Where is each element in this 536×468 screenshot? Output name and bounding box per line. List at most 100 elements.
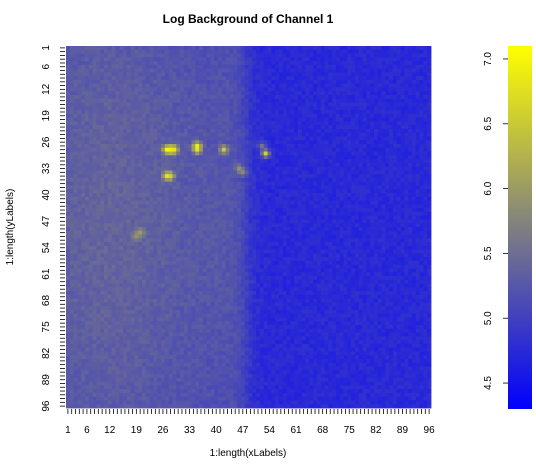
heatmap-cell bbox=[415, 200, 420, 205]
heatmap-cell bbox=[149, 181, 154, 186]
heatmap-cell bbox=[252, 238, 257, 243]
heatmap-cell bbox=[423, 98, 428, 103]
heatmap-cell bbox=[358, 91, 363, 96]
heatmap-cell bbox=[290, 147, 295, 152]
heatmap-cell bbox=[328, 185, 333, 190]
heatmap-cell bbox=[119, 113, 124, 119]
heatmap-cell bbox=[339, 79, 344, 85]
heatmap-cell bbox=[267, 155, 272, 160]
heatmap-cell bbox=[339, 147, 344, 152]
heatmap-cell bbox=[339, 159, 344, 164]
heatmap-cell bbox=[218, 215, 223, 220]
heatmap-cell bbox=[305, 211, 310, 217]
heatmap-cell bbox=[214, 208, 219, 213]
heatmap-cell bbox=[187, 227, 192, 232]
heatmap-cell bbox=[385, 61, 390, 66]
heatmap-cell bbox=[229, 76, 234, 81]
heatmap-cell bbox=[297, 204, 303, 209]
heatmap-cell bbox=[366, 76, 371, 81]
heatmap-cell bbox=[339, 102, 344, 107]
heatmap-cell bbox=[77, 83, 82, 88]
heatmap-cell bbox=[396, 177, 401, 183]
heatmap-cell bbox=[385, 49, 390, 54]
heatmap-cell bbox=[290, 185, 295, 190]
heatmap-cell bbox=[263, 95, 268, 100]
heatmap-cell bbox=[396, 76, 401, 81]
heatmap-cell bbox=[404, 140, 409, 145]
heatmap-cell bbox=[263, 204, 268, 209]
heatmap-cell bbox=[191, 106, 196, 111]
heatmap-cell bbox=[123, 110, 128, 115]
heatmap-cell bbox=[263, 136, 268, 141]
heatmap-cell bbox=[176, 219, 181, 224]
heatmap-cell bbox=[286, 162, 291, 168]
heatmap-cell bbox=[77, 106, 82, 111]
heatmap-cell bbox=[252, 215, 257, 220]
heatmap-cell bbox=[271, 57, 276, 62]
heatmap-cell bbox=[183, 57, 189, 62]
heatmap-cell bbox=[335, 132, 341, 137]
heatmap-cell bbox=[142, 83, 147, 88]
heatmap-cell bbox=[419, 57, 424, 62]
heatmap-cell bbox=[256, 196, 261, 201]
heatmap-cell bbox=[419, 189, 424, 194]
heatmap-cell bbox=[324, 128, 329, 134]
heatmap-cell bbox=[335, 95, 341, 100]
heatmap-cell bbox=[335, 219, 341, 224]
heatmap-cell bbox=[415, 136, 420, 141]
heatmap-cell bbox=[339, 49, 344, 54]
heatmap-cell bbox=[328, 72, 333, 77]
heatmap-cell bbox=[313, 53, 318, 58]
heatmap-cell bbox=[104, 128, 109, 134]
heatmap-cell bbox=[259, 132, 265, 137]
heatmap-cell bbox=[377, 144, 382, 149]
heatmap-cell bbox=[252, 57, 257, 62]
heatmap-cell bbox=[73, 132, 78, 137]
heatmap-cell bbox=[297, 177, 303, 183]
heatmap-cell bbox=[142, 68, 147, 73]
heatmap-cell bbox=[111, 234, 116, 239]
heatmap-cell bbox=[377, 211, 382, 217]
heatmap-cell bbox=[92, 181, 97, 186]
heatmap-cell bbox=[305, 106, 310, 111]
heatmap-cell bbox=[240, 196, 246, 201]
heatmap-cell bbox=[275, 49, 280, 54]
heatmap-cell bbox=[206, 46, 211, 51]
heatmap-cell bbox=[96, 193, 101, 198]
heatmap-cell bbox=[77, 87, 82, 92]
heatmap-cell bbox=[92, 200, 97, 205]
heatmap-cell bbox=[392, 121, 398, 126]
heatmap-cell bbox=[88, 215, 94, 220]
heatmap-cell bbox=[392, 223, 398, 228]
heatmap-cell bbox=[214, 238, 219, 243]
heatmap-cell bbox=[126, 106, 132, 111]
heatmap-cell bbox=[180, 162, 185, 168]
heatmap-cell bbox=[328, 219, 333, 224]
heatmap-cell bbox=[389, 121, 394, 126]
heatmap-cell bbox=[88, 151, 94, 156]
heatmap-cell bbox=[119, 174, 124, 179]
heatmap-cell bbox=[271, 61, 276, 66]
heatmap-cell bbox=[423, 166, 428, 171]
heatmap-cell bbox=[172, 166, 177, 171]
heatmap-cell bbox=[256, 166, 261, 171]
heatmap-cell bbox=[332, 140, 337, 145]
heatmap-cell bbox=[199, 106, 204, 111]
heatmap-cell bbox=[392, 140, 398, 145]
heatmap-cell bbox=[366, 136, 371, 141]
heatmap-cell bbox=[134, 238, 139, 243]
heatmap-cell bbox=[320, 177, 325, 183]
heatmap-cell bbox=[362, 57, 367, 62]
heatmap-cell bbox=[214, 230, 219, 235]
heatmap-cell bbox=[92, 223, 97, 228]
heatmap-cell bbox=[339, 219, 344, 224]
heatmap-cell bbox=[180, 49, 185, 54]
heatmap-cell bbox=[126, 208, 132, 213]
heatmap-cell bbox=[92, 140, 97, 145]
heatmap-cell bbox=[168, 211, 173, 217]
heatmap-cell bbox=[373, 177, 379, 183]
heatmap-cell bbox=[419, 181, 424, 186]
heatmap-cell bbox=[195, 189, 200, 194]
heatmap-cell bbox=[77, 177, 82, 183]
heatmap-cell bbox=[328, 200, 333, 205]
